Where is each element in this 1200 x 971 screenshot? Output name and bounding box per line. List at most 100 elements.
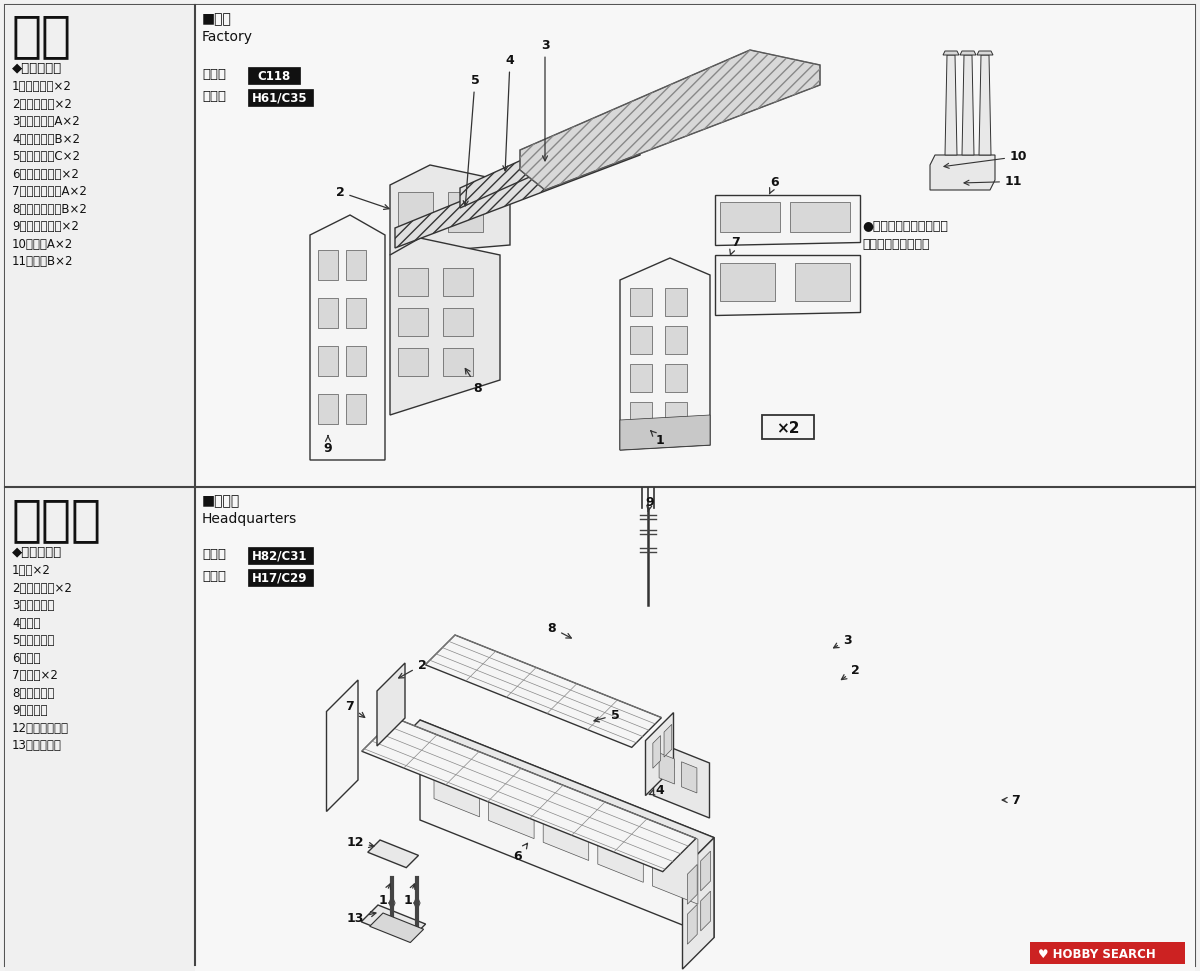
Polygon shape (664, 724, 672, 757)
Text: 11: 11 (964, 175, 1022, 188)
Polygon shape (688, 864, 697, 904)
Text: 壁面：: 壁面： (202, 570, 226, 583)
Text: 9: 9 (324, 436, 332, 454)
Polygon shape (361, 905, 426, 941)
Text: 屋根：: 屋根： (202, 68, 226, 81)
Polygon shape (377, 663, 406, 746)
Bar (346, 346, 366, 376)
Polygon shape (598, 799, 643, 883)
Text: ♥ HOBBY SEARCH: ♥ HOBBY SEARCH (1038, 948, 1156, 960)
Text: 6　正面: 6 正面 (12, 652, 41, 664)
Polygon shape (367, 840, 419, 868)
Polygon shape (659, 753, 674, 784)
Text: 13: 13 (347, 912, 376, 924)
Text: 6: 6 (769, 176, 779, 194)
Text: 9　工場左壁面×2: 9 工場左壁面×2 (12, 220, 79, 233)
Text: 7: 7 (1002, 793, 1019, 807)
Text: 10: 10 (944, 150, 1027, 168)
Bar (630, 326, 652, 354)
Bar (1030, 942, 1186, 964)
Text: 工場: 工場 (12, 12, 72, 60)
Bar (398, 192, 433, 232)
Text: 8: 8 (547, 621, 571, 638)
Polygon shape (310, 215, 385, 460)
Text: ●煙突はお好みの位置に: ●煙突はお好みの位置に (862, 220, 948, 233)
Polygon shape (683, 838, 714, 969)
Text: 7: 7 (346, 699, 365, 718)
Bar (630, 288, 652, 316)
Bar (443, 268, 473, 296)
Bar (630, 364, 652, 392)
Bar (665, 364, 686, 392)
Text: H82/C31: H82/C31 (252, 550, 307, 562)
Bar (630, 402, 652, 430)
Bar (790, 202, 850, 232)
Bar (346, 394, 366, 424)
Bar (5, 487, 194, 971)
Polygon shape (653, 820, 698, 904)
Bar (443, 348, 473, 376)
Polygon shape (370, 913, 424, 943)
Bar (398, 268, 428, 296)
Text: ■司令部: ■司令部 (202, 494, 240, 508)
Bar (720, 263, 775, 301)
Text: 4　後面: 4 後面 (12, 617, 41, 629)
Polygon shape (701, 891, 710, 931)
Text: 3: 3 (834, 633, 851, 648)
Bar (318, 298, 338, 328)
Bar (194, 487, 1195, 971)
Bar (665, 288, 686, 316)
Polygon shape (962, 55, 974, 155)
Text: 7　側面×2: 7 側面×2 (12, 669, 58, 682)
Text: 7　工場中壁面A×2: 7 工場中壁面A×2 (12, 185, 86, 198)
Polygon shape (326, 680, 358, 812)
Text: ◆部品リスト: ◆部品リスト (12, 62, 62, 75)
Text: 2: 2 (398, 658, 426, 678)
Bar (448, 192, 482, 232)
Text: 9　ポール: 9 ポール (12, 704, 48, 717)
Polygon shape (682, 762, 697, 793)
Polygon shape (390, 165, 510, 255)
Bar (398, 308, 428, 336)
Text: 4　工場屋根B×2: 4 工場屋根B×2 (12, 132, 80, 146)
Bar (398, 348, 428, 376)
Text: 8: 8 (466, 369, 482, 394)
Text: 取り付けて下さい。: 取り付けて下さい。 (862, 238, 930, 251)
Text: ×2: ×2 (776, 420, 799, 436)
Text: H17/C29: H17/C29 (252, 572, 307, 585)
Bar (318, 346, 338, 376)
Text: 2　工場背面×2: 2 工場背面×2 (12, 97, 72, 111)
Polygon shape (390, 238, 500, 415)
Text: 屋根：: 屋根： (202, 548, 226, 561)
Text: 1　柱×2: 1 柱×2 (12, 564, 50, 577)
Bar (248, 67, 300, 84)
Text: 3　３階後面: 3 ３階後面 (12, 599, 54, 612)
Text: 6: 6 (514, 844, 528, 862)
Polygon shape (488, 755, 534, 839)
Bar (318, 394, 338, 424)
Polygon shape (946, 55, 958, 155)
Polygon shape (620, 258, 710, 450)
Polygon shape (460, 88, 680, 208)
Text: ◆部品リスト: ◆部品リスト (12, 546, 62, 559)
Polygon shape (395, 128, 640, 248)
Bar (762, 415, 814, 439)
Text: 1: 1 (379, 884, 390, 907)
Text: 7: 7 (730, 236, 739, 254)
Text: 1　工場正面×2: 1 工場正面×2 (12, 80, 72, 93)
Text: Factory: Factory (202, 30, 253, 44)
Text: 10　煙突A×2: 10 煙突A×2 (12, 238, 73, 251)
Text: 3: 3 (541, 39, 550, 161)
Bar (796, 263, 850, 301)
Polygon shape (960, 51, 976, 55)
Polygon shape (434, 734, 480, 817)
Polygon shape (688, 904, 697, 944)
Polygon shape (361, 718, 696, 872)
Text: Headquarters: Headquarters (202, 512, 298, 526)
Text: 8　工場中壁面B×2: 8 工場中壁面B×2 (12, 203, 86, 216)
Polygon shape (715, 195, 860, 245)
Polygon shape (715, 255, 860, 315)
Polygon shape (420, 720, 714, 938)
Bar (665, 326, 686, 354)
Bar (720, 202, 780, 232)
